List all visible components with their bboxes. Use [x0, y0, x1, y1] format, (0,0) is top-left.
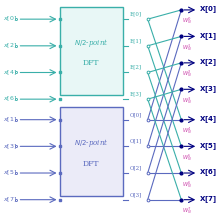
Text: $x[0]$: $x[0]$ — [3, 15, 17, 23]
FancyBboxPatch shape — [59, 107, 123, 196]
Text: $N/2$-point: $N/2$-point — [74, 137, 108, 149]
Text: E[3]: E[3] — [130, 92, 142, 97]
Text: $\mathbf{X[1]}$: $\mathbf{X[1]}$ — [199, 31, 217, 42]
Text: $\mathbf{X[5]}$: $\mathbf{X[5]}$ — [199, 141, 217, 152]
Text: $x[1]$: $x[1]$ — [3, 115, 17, 124]
Text: $\mathbf{X[4]}$: $\mathbf{X[4]}$ — [199, 114, 217, 125]
Text: $W_N^5$: $W_N^5$ — [182, 152, 192, 163]
Text: $\mathbf{X[6]}$: $\mathbf{X[6]}$ — [199, 168, 217, 178]
Text: E[2]: E[2] — [130, 65, 142, 70]
Text: $W_N^7$: $W_N^7$ — [182, 205, 192, 216]
Text: $W_N^3$: $W_N^3$ — [182, 95, 192, 106]
Text: $x[4]$: $x[4]$ — [3, 68, 17, 77]
Text: DFT: DFT — [83, 59, 99, 67]
FancyBboxPatch shape — [59, 7, 123, 95]
Text: $x[2]$: $x[2]$ — [3, 42, 17, 50]
Text: $\mathbf{X[0]}$: $\mathbf{X[0]}$ — [199, 5, 217, 15]
Text: $W_N^1$: $W_N^1$ — [182, 42, 192, 53]
Text: O[3]: O[3] — [130, 192, 142, 197]
Text: $W_N^0$: $W_N^0$ — [182, 16, 192, 26]
Text: $\mathbf{X[7]}$: $\mathbf{X[7]}$ — [199, 194, 217, 205]
Text: $x[5]$: $x[5]$ — [3, 169, 17, 177]
Text: O[0]: O[0] — [130, 112, 142, 117]
Text: E[0]: E[0] — [130, 12, 142, 16]
Text: $x[7]$: $x[7]$ — [3, 196, 17, 204]
Text: DFT: DFT — [83, 160, 99, 168]
Text: $W_N^6$: $W_N^6$ — [182, 179, 192, 190]
Text: $\mathbf{X[2]}$: $\mathbf{X[2]}$ — [199, 58, 217, 68]
Text: $x[6]$: $x[6]$ — [3, 95, 17, 103]
Text: O[1]: O[1] — [130, 139, 142, 144]
Text: $W_N^2$: $W_N^2$ — [182, 69, 192, 79]
Text: $W_N^4$: $W_N^4$ — [182, 125, 192, 136]
Text: O[2]: O[2] — [130, 165, 142, 170]
Text: $N/2$-point: $N/2$-point — [74, 37, 108, 49]
Text: $x[3]$: $x[3]$ — [3, 142, 17, 151]
Text: $\mathbf{X[3]}$: $\mathbf{X[3]}$ — [199, 84, 217, 95]
Text: E[1]: E[1] — [130, 38, 142, 43]
